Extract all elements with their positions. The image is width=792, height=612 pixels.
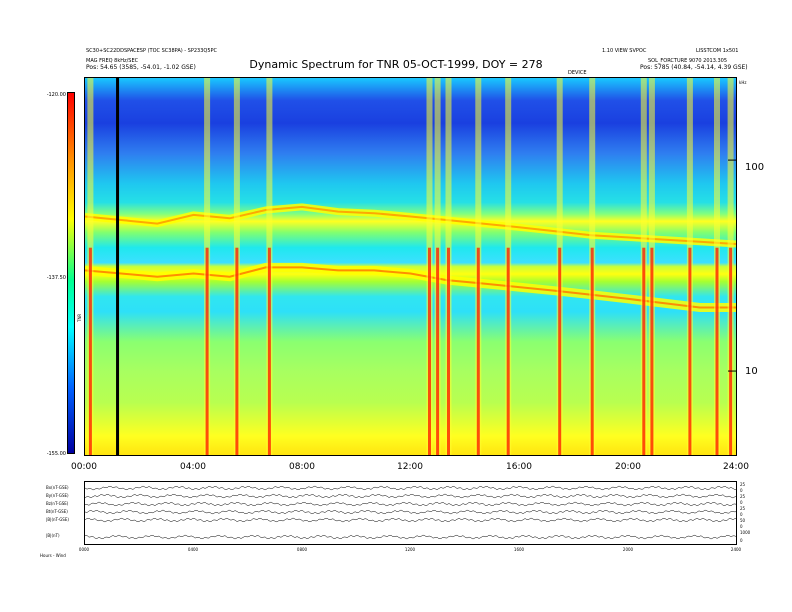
x-tick-4: 16:00 [506,462,532,472]
burst-core-4 [428,247,431,455]
burst-core-14 [715,247,719,455]
burst-core-9 [558,247,562,455]
magnetometer-svg [85,485,736,540]
panel-right-tick-8: 1000 [740,530,751,535]
panel-right-tick-7: 0 [740,524,743,529]
burst-core-1 [205,247,209,455]
panel-x-tick-1: 0400 [187,547,199,552]
lower-emission-core [85,266,736,309]
panel-x-tick-4: 1600 [513,547,525,552]
panel-label-bz: Bz(nT-GSE) [46,501,69,506]
mag-trace-0 [85,485,736,491]
position-left: Pos: 54.65 (3585, -54.01, -1.02 GSE) [86,64,196,71]
burst-core-7 [476,247,480,455]
header-left-line-1: SC30+SC22DDSPACESP (TOC SC38PA) - SP233Q… [86,48,218,54]
panel-x-tick-6: 2400 [730,547,742,552]
panel-label-b: |B|(nT) [46,533,60,538]
mag-trace-2 [85,501,736,507]
panel-right-tick-5: 0 [740,512,743,517]
y-unit: kHz [739,80,747,85]
burst-core-10 [590,247,594,455]
y-tick-10: 10 [745,366,758,377]
panel-right-tick-9: 0 [740,538,743,543]
spectrogram [84,77,737,456]
header-left-line-2: MAG FREQ 8kHz/SEC [86,58,139,64]
header-center-small: DEVICE [568,70,587,76]
burst-core-12 [650,247,654,455]
colorbar-tick-bottom: -155.00 [46,451,66,457]
panel-right-tick-0: 25 [740,482,746,487]
panel-x-tick-5: 2000 [622,547,634,552]
mag-trace-4 [85,517,736,523]
magnetometer-panel [84,481,737,545]
colorbar-tick-top: -120.00 [46,92,66,98]
panel-label-by: By(nT-GSE) [46,493,69,498]
burst-core-15 [729,247,733,455]
x-tick-1: 04:00 [180,462,206,472]
header-right-line-2: LISSTCOM 1x501 [696,48,739,54]
burst-core-6 [447,247,450,455]
panel-x-tick-3: 1200 [404,547,416,552]
burst-core-11 [642,247,646,455]
panel-label-bt: Bt(nT-GSE) [46,509,68,514]
header-right-line-1: 1.10 VIEW SVPOC [602,48,647,54]
panel-right-tick-6: 50 [740,518,746,523]
colorbar-label: TNR [77,313,82,322]
panel-x-tick-2: 0800 [296,547,308,552]
upper-emission-core [85,205,736,245]
x-tick-3: 12:00 [397,462,423,472]
y-tick-100: 100 [745,162,765,173]
panel-label-b-gse: |B|(nT-GSE) [46,517,69,522]
chart-title: Dynamic Spectrum for TNR 05-OCT-1999, DO… [249,58,543,71]
panel-x-tick-0: 0000 [78,547,90,552]
panel-footer: Hours - Wind [40,553,66,558]
position-right: Pos: 5785 (40.84, -54.14, 4.39 GSE) [640,64,748,71]
colorbar [67,92,75,454]
spectrogram-svg [85,78,736,455]
mag-trace-1 [85,493,736,499]
burst-core-8 [506,247,510,455]
burst-core-3 [267,247,271,455]
panel-right-tick-3: 0 [740,500,743,505]
header-right-line-3: SOL_FORCTURE 9070 2013.305 [648,58,728,64]
burst-core-13 [688,247,692,455]
x-tick-0: 00:00 [71,462,97,472]
panel-right-tick-2: 25 [740,494,746,499]
mag-trace-3 [85,509,736,515]
mag-trace-5 [85,534,736,540]
panel-label-bx: Bx(nT-GSE) [46,485,69,490]
x-tick-2: 08:00 [289,462,315,472]
colorbar-tick-mid: -137.50 [46,275,66,281]
burst-core-5 [436,247,440,455]
panel-right-tick-4: 25 [740,506,746,511]
x-tick-6: 24:00 [723,462,749,472]
burst-core-0 [88,247,92,455]
burst-core-2 [235,247,239,455]
panel-right-tick-1: 0 [740,488,743,493]
x-tick-5: 20:00 [615,462,641,472]
